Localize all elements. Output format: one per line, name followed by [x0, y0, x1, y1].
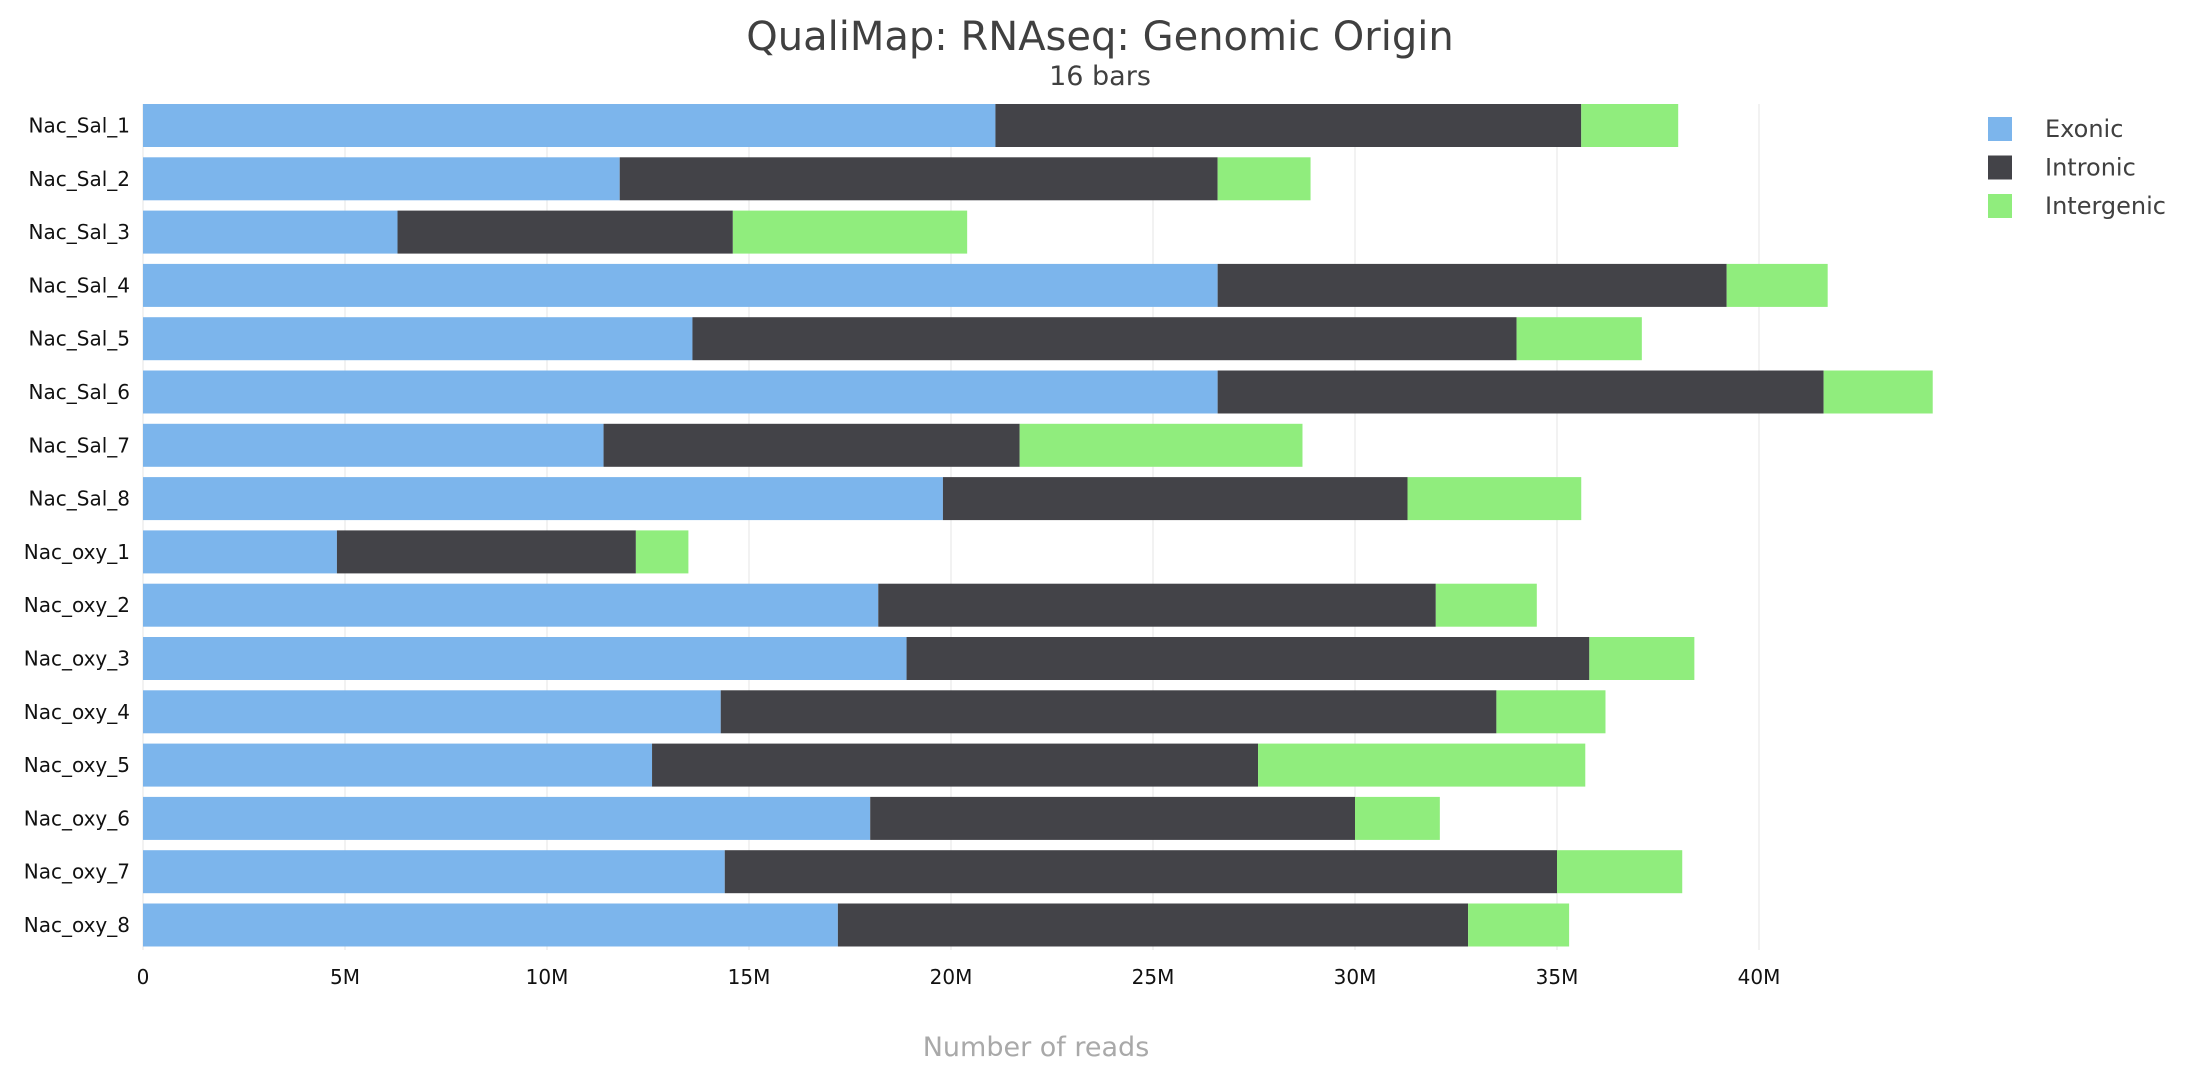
x-axis-title: Number of reads — [923, 1032, 1150, 1063]
bar-intronic-nac-oxy-2[interactable] — [878, 583, 1436, 627]
category-label: Nac_oxy_2 — [24, 593, 130, 617]
bar-intergenic-nac-oxy-8[interactable] — [1468, 903, 1570, 947]
chart-title: QualiMap: RNAseq: Genomic Origin — [746, 14, 1453, 60]
category-label: Nac_Sal_8 — [29, 487, 130, 511]
bar-exonic-nac-oxy-1[interactable] — [143, 530, 337, 574]
x-tick-label: 35M — [1536, 965, 1579, 989]
bar-exonic-nac-oxy-6[interactable] — [143, 796, 871, 840]
bar-exonic-nac-sal-8[interactable] — [143, 477, 943, 521]
bar-intronic-nac-sal-4[interactable] — [1217, 263, 1727, 307]
bar-intronic-nac-oxy-4[interactable] — [720, 690, 1497, 734]
bar-exonic-nac-sal-7[interactable] — [143, 423, 604, 467]
category-label: Nac_oxy_3 — [24, 647, 130, 671]
category-label: Nac_Sal_3 — [29, 220, 130, 244]
bar-intergenic-nac-oxy-7[interactable] — [1557, 850, 1683, 894]
bar-intergenic-nac-sal-7[interactable] — [1019, 423, 1303, 467]
bar-intergenic-nac-oxy-5[interactable] — [1258, 743, 1586, 787]
category-label: Nac_oxy_7 — [24, 860, 130, 884]
bar-intronic-nac-sal-8[interactable] — [942, 477, 1408, 521]
category-label: Nac_oxy_4 — [24, 700, 130, 724]
bar-intronic-nac-oxy-6[interactable] — [870, 796, 1355, 840]
bar-exonic-nac-oxy-3[interactable] — [143, 637, 907, 680]
bar-intergenic-nac-sal-3[interactable] — [732, 210, 968, 254]
category-label: Nac_Sal_7 — [29, 433, 130, 457]
category-label: Nac_oxy_8 — [24, 913, 130, 937]
category-label: Nac_Sal_6 — [29, 380, 130, 404]
category-label: Nac_Sal_4 — [29, 273, 130, 297]
category-label: Nac_Sal_1 — [29, 114, 130, 138]
x-tick-label: 30M — [1334, 965, 1377, 989]
x-tick-label: 15M — [728, 965, 771, 989]
bar-intergenic-nac-sal-6[interactable] — [1823, 370, 1933, 414]
bar-intronic-nac-oxy-3[interactable] — [906, 637, 1590, 680]
bar-intronic-nac-sal-3[interactable] — [397, 210, 733, 254]
bar-exonic-nac-oxy-5[interactable] — [143, 743, 653, 787]
x-tick-label: 0 — [137, 965, 150, 989]
legend-label: Intronic — [2045, 154, 2136, 182]
legend-item-intronic[interactable]: Intronic — [1988, 154, 2136, 182]
legend-swatch — [1988, 155, 2012, 180]
bar-exonic-nac-oxy-7[interactable] — [143, 850, 725, 894]
bar-exonic-nac-oxy-2[interactable] — [143, 583, 879, 627]
bar-exonic-nac-sal-4[interactable] — [143, 263, 1218, 307]
bar-intergenic-nac-sal-5[interactable] — [1516, 317, 1642, 361]
bar-intergenic-nac-oxy-4[interactable] — [1496, 690, 1606, 734]
legend-label: Exonic — [2045, 115, 2123, 143]
bar-exonic-nac-sal-2[interactable] — [143, 157, 620, 201]
category-label: Nac_oxy_5 — [24, 753, 130, 777]
chart-subtitle: 16 bars — [1049, 61, 1151, 92]
x-tick-label: 5M — [330, 965, 360, 989]
bar-exonic-nac-oxy-8[interactable] — [143, 903, 838, 947]
legend-swatch — [1988, 194, 2012, 218]
bar-intergenic-nac-oxy-3[interactable] — [1589, 637, 1695, 680]
x-axis-ticks: 0 5M 10M 15M 20M 25M 30M 35M 40M — [137, 965, 1781, 989]
legend[interactable]: Exonic Intronic Intergenic — [1988, 115, 2166, 220]
bar-exonic-nac-sal-1[interactable] — [143, 104, 996, 147]
category-labels: Nac_Sal_1 Nac_Sal_2 Nac_Sal_3 Nac_Sal_4 Nac_… — [24, 114, 130, 938]
category-label: Nac_oxy_1 — [24, 540, 130, 564]
bar-intergenic-nac-sal-8[interactable] — [1407, 477, 1582, 521]
bar-intronic-nac-sal-7[interactable] — [603, 423, 1020, 467]
bar-intergenic-nac-oxy-1[interactable] — [635, 530, 689, 574]
bar-intronic-nac-sal-2[interactable] — [619, 157, 1218, 201]
bar-exonic-nac-sal-5[interactable] — [143, 317, 693, 361]
legend-item-exonic[interactable]: Exonic — [1988, 115, 2123, 143]
bar-intronic-nac-oxy-1[interactable] — [336, 530, 636, 574]
category-label: Nac_Sal_2 — [29, 167, 130, 191]
bar-intergenic-nac-sal-2[interactable] — [1217, 157, 1311, 201]
legend-label: Intergenic — [2045, 192, 2166, 220]
bar-intronic-nac-sal-6[interactable] — [1217, 370, 1824, 414]
x-tick-label: 40M — [1738, 965, 1781, 989]
bar-exonic-nac-sal-6[interactable] — [143, 370, 1218, 414]
bar-exonic-nac-sal-3[interactable] — [143, 210, 398, 254]
legend-item-intergenic[interactable]: Intergenic — [1988, 192, 2166, 220]
bar-intergenic-nac-oxy-6[interactable] — [1355, 796, 1440, 840]
x-tick-label: 25M — [1132, 965, 1175, 989]
x-tick-label: 10M — [526, 965, 569, 989]
bar-intergenic-nac-sal-4[interactable] — [1726, 263, 1828, 307]
category-label: Nac_oxy_6 — [24, 806, 130, 830]
bar-intronic-nac-oxy-8[interactable] — [837, 903, 1469, 947]
bar-intergenic-nac-oxy-2[interactable] — [1435, 583, 1537, 627]
bar-intronic-nac-sal-1[interactable] — [995, 104, 1582, 147]
legend-swatch — [1988, 117, 2012, 141]
bar-intergenic-nac-sal-1[interactable] — [1581, 104, 1679, 147]
bar-intronic-nac-sal-5[interactable] — [692, 317, 1517, 361]
category-label: Nac_Sal_5 — [29, 327, 130, 351]
bar-exonic-nac-oxy-4[interactable] — [143, 690, 721, 734]
x-tick-label: 20M — [930, 965, 973, 989]
bars — [143, 104, 1933, 947]
bar-intronic-nac-oxy-7[interactable] — [724, 850, 1557, 894]
bar-intronic-nac-oxy-5[interactable] — [652, 743, 1259, 787]
